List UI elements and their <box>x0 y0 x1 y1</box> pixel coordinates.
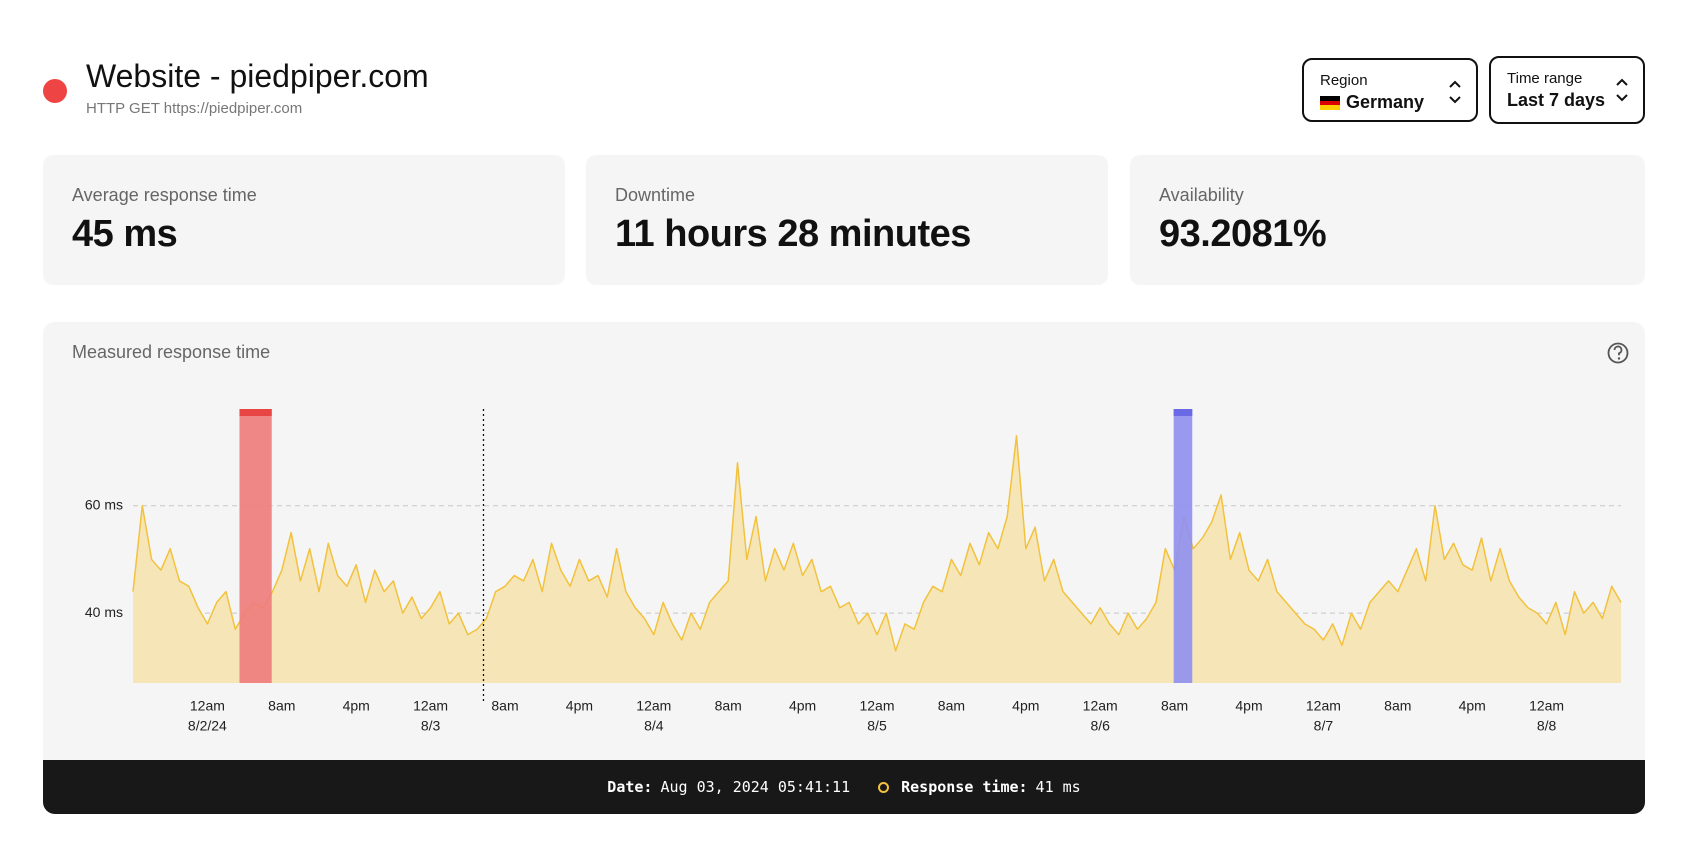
x-tick-label: 12am <box>1083 698 1118 714</box>
tooltip-date-label: Date: <box>607 778 653 796</box>
chart-title: Measured response time <box>72 342 270 362</box>
response-line <box>132 435 1622 652</box>
tooltip-bar: Date: Aug 03, 2024 05:41:11 Response tim… <box>43 760 1645 814</box>
x-tick-sublabel: 8/4 <box>644 718 664 734</box>
incident-band-cap <box>239 409 272 416</box>
stat-card: Average response time 45 ms <box>43 155 565 285</box>
tooltip-marker <box>878 781 890 793</box>
x-tick-label: 4pm <box>1235 698 1262 714</box>
monitor-title: Website - piedpiper.com <box>86 58 429 94</box>
tooltip-date: Aug 03, 2024 05:41:11 <box>660 778 851 796</box>
x-tick-label: 4pm <box>566 698 593 714</box>
region-select[interactable]: Region Germany <box>1302 58 1478 122</box>
x-tick-label: 8am <box>268 698 295 714</box>
x-tick-sublabel: 8/8 <box>1537 718 1557 734</box>
tooltip-value: 41 ms <box>1035 778 1081 796</box>
x-tick-label: 4pm <box>1459 698 1486 714</box>
tooltip-value-label: Response time: <box>901 778 1028 796</box>
chart: Measured response time 40 ms 60 ms 12am 8/2… <box>72 342 1629 734</box>
x-tick-label: 12am <box>413 698 448 714</box>
stat-value: 45 ms <box>72 213 178 255</box>
chart-card: Measured response time 40 ms 60 ms 12am 8/2… <box>43 322 1645 814</box>
monitor-subtitle: HTTP GET https://piedpiper.com <box>86 100 303 117</box>
y-tick-label: 60 ms <box>85 496 123 512</box>
help-icon[interactable] <box>1607 342 1629 364</box>
time-range-label: Time range <box>1507 70 1583 87</box>
x-tick-sublabel: 8/3 <box>421 718 441 734</box>
x-tick-label: 12am <box>1529 698 1564 714</box>
stat-label: Downtime <box>615 185 696 205</box>
y-tick-label: 40 ms <box>85 604 123 620</box>
region-label: Region <box>1320 72 1368 89</box>
flag-icon <box>1320 96 1340 110</box>
stat-card: Downtime 11 hours 28 minutes <box>586 155 1108 285</box>
x-tick-label: 8am <box>491 698 518 714</box>
x-tick-label: 12am <box>190 698 225 714</box>
time-range-select[interactable]: Time range Last 7 days <box>1489 56 1645 124</box>
x-tick-label: 4pm <box>789 698 816 714</box>
x-tick-label: 8am <box>1161 698 1188 714</box>
incident-band-cap <box>1173 409 1193 416</box>
chevron-icon <box>1616 78 1628 102</box>
stat-value: 93.2081% <box>1159 213 1327 255</box>
x-tick-label: 8am <box>938 698 965 714</box>
incident-band <box>239 409 272 683</box>
x-tick-label: 8am <box>1384 698 1411 714</box>
stat-value: 11 hours 28 minutes <box>615 213 971 255</box>
x-tick-label: 8am <box>715 698 742 714</box>
x-tick-label: 12am <box>859 698 894 714</box>
stat-label: Average response time <box>72 185 257 205</box>
stat-label: Availability <box>1159 185 1244 205</box>
x-tick-sublabel: 8/5 <box>867 718 887 734</box>
incident-band <box>1173 409 1193 683</box>
x-tick-label: 12am <box>1306 698 1341 714</box>
status-dot <box>43 79 67 103</box>
region-value: Germany <box>1346 92 1425 112</box>
x-tick-label: 12am <box>636 698 671 714</box>
chevron-icon <box>1449 80 1461 104</box>
time-range-value: Last 7 days <box>1507 90 1606 110</box>
x-tick-sublabel: 8/7 <box>1314 718 1334 734</box>
x-tick-label: 4pm <box>1012 698 1039 714</box>
response-area <box>133 435 1621 683</box>
x-tick-sublabel: 8/2/24 <box>188 718 227 734</box>
x-tick-label: 4pm <box>343 698 370 714</box>
x-tick-sublabel: 8/6 <box>1090 718 1110 734</box>
stat-card: Availability 93.2081% <box>1130 155 1645 285</box>
